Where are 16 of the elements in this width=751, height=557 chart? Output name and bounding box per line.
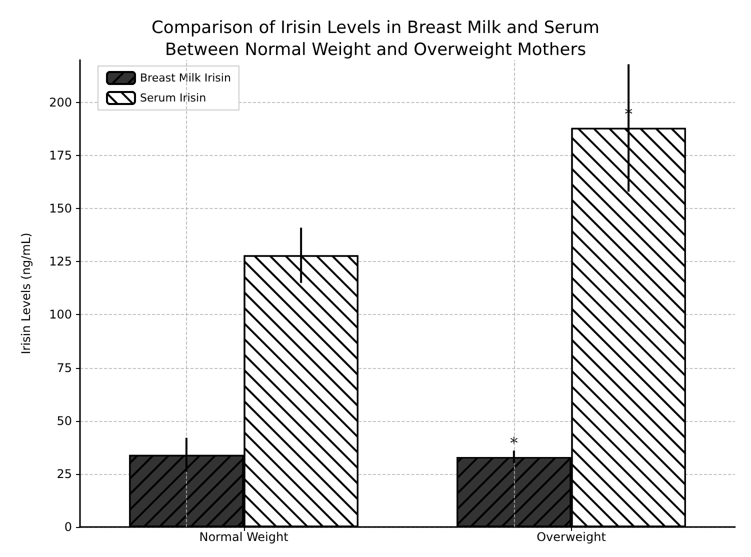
y-tick-label: 0	[64, 520, 72, 534]
y-tick-label: 50	[56, 414, 72, 428]
y-axis-title: Irisin Levels (ng/mL)	[19, 232, 33, 354]
x-tick-label: Normal Weight	[199, 530, 289, 544]
x-tick-label: Overweight	[536, 530, 606, 544]
chart-title: Comparison of Irisin Levels in Breast Milk and Serum Between Normal Weight and Overweight Mothers	[152, 18, 600, 60]
legend-label: Serum Irisin	[140, 92, 206, 104]
y-tick-label: 25	[56, 466, 72, 481]
legend-label: Breast Milk Irisin	[140, 72, 231, 84]
y-tick-label: 125	[49, 254, 72, 269]
y-tick-label: 75	[56, 360, 72, 375]
y-tick-label: 100	[49, 308, 72, 322]
y-tick-label: 200	[49, 95, 72, 110]
y-tick-label: 175	[49, 148, 72, 163]
data-label: *	[510, 433, 518, 452]
y-tick-label: 150	[49, 202, 72, 216]
